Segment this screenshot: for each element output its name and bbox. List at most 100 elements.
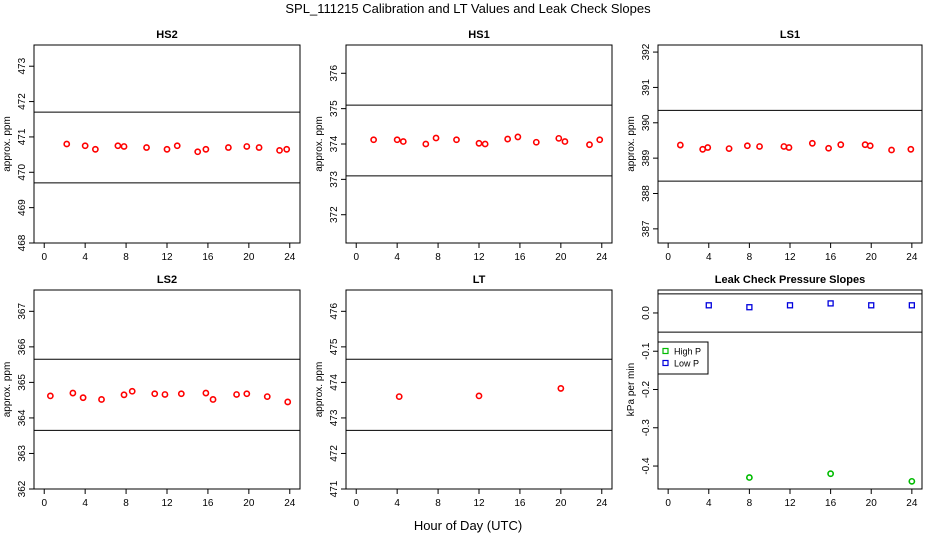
x-tick-label: 0: [353, 252, 359, 263]
y-tick-label: 364: [17, 409, 28, 426]
x-tick-label: 4: [706, 252, 712, 263]
x-tick-label: 20: [243, 498, 255, 509]
data-point: [151, 390, 159, 398]
data-point: [276, 146, 283, 154]
data-point: [120, 391, 128, 399]
data-point: [255, 144, 263, 151]
y-tick-label: -0.3: [641, 419, 652, 437]
y-tick-label: 366: [17, 338, 28, 355]
data-point: [263, 393, 271, 401]
panel-ls2: LS2 0 4 8 12 16 20 24 362 363 364 365 366 367 approx. …: [2, 274, 301, 509]
y-tick-label: 389: [641, 149, 652, 166]
data-point: [163, 145, 171, 153]
plot-frame: [345, 44, 613, 244]
data-point: [202, 389, 210, 397]
y-tick-label: 475: [329, 338, 340, 355]
x-tick-label: 0: [665, 498, 671, 509]
data-point: [888, 146, 895, 154]
data-point: [432, 134, 440, 142]
panel-hs1: HS1 0 4 8 12 16 20 24 372 373 374 375 376 approx. ppm: [314, 29, 613, 263]
x-tick-label: 12: [784, 252, 796, 263]
data-point: [475, 139, 483, 147]
x-tick-label: 12: [784, 498, 796, 509]
data-point: [284, 398, 292, 406]
data-point: [173, 142, 181, 150]
data-point: [514, 133, 522, 141]
data-point: [98, 396, 105, 403]
data-point: [243, 390, 251, 398]
x-tick-label: 24: [284, 252, 296, 263]
y-tick-label: 388: [641, 185, 652, 202]
y-tick-label: 390: [641, 114, 652, 131]
data-point: [69, 389, 77, 397]
x-tick-label: 0: [665, 252, 671, 263]
x-tick-label: 20: [555, 252, 567, 263]
data-point: [283, 145, 291, 153]
data-point: [704, 144, 712, 151]
data-point: [79, 394, 87, 402]
y-tick-label: 373: [329, 171, 340, 188]
y-axis-label: approx. ppm: [314, 116, 325, 172]
x-tick-label: 20: [555, 498, 567, 509]
x-tick-label: 24: [596, 252, 608, 263]
y-axis-label: approx. ppm: [314, 362, 325, 418]
data-point: [202, 145, 210, 153]
data-point: [743, 142, 751, 150]
x-tick-label: 8: [747, 252, 753, 263]
y-tick-label: 376: [329, 65, 340, 82]
data-point: [422, 140, 430, 148]
panel-title: LS1: [780, 29, 800, 41]
y-tick-label: 365: [17, 374, 28, 391]
data-point: [393, 136, 401, 144]
x-tick-label: 12: [473, 498, 485, 509]
x-tick-label: 20: [866, 498, 878, 509]
y-axis-label: approx. ppm: [626, 116, 637, 172]
x-tick-label: 24: [284, 498, 296, 509]
data-point: [233, 391, 240, 398]
legend-box: [657, 341, 709, 375]
data-point: [907, 145, 915, 153]
y-tick-label: -0.1: [641, 342, 652, 360]
x-tick-label: 4: [394, 498, 400, 509]
legend-marker: [662, 359, 669, 367]
plot-frame: [657, 289, 923, 490]
x-tick-label: 8: [435, 252, 441, 263]
x-tick-label: 8: [123, 252, 129, 263]
data-point: [504, 135, 512, 143]
y-tick-label: 470: [17, 164, 28, 181]
x-tick-label: 0: [41, 252, 47, 263]
x-tick-label: 4: [394, 252, 400, 263]
data-point: [596, 136, 604, 144]
panel-title: HS1: [468, 29, 489, 41]
panel-leak-check-pressure-slopes: Leak Check Pressure Slopes 0 4 8 12 16 20 24 0.0…: [626, 274, 923, 509]
x-tick-label: 24: [596, 498, 608, 509]
data-point: [128, 387, 136, 395]
x-tick-label: 24: [906, 252, 918, 263]
data-point: [161, 391, 169, 398]
x-tick-label: 0: [41, 498, 47, 509]
data-point: [825, 144, 832, 152]
x-tick-label: 12: [161, 252, 173, 263]
figure-xlabel: Hour of Day (UTC): [413, 518, 523, 533]
data-point: [370, 136, 378, 144]
y-tick-label: 387: [641, 220, 652, 237]
y-tick-label: 391: [641, 79, 652, 96]
x-tick-label: 8: [123, 498, 129, 509]
data-point: [866, 142, 874, 150]
y-tick-label: 471: [17, 128, 28, 145]
data-point: [827, 300, 834, 307]
data-point: [785, 144, 793, 151]
y-tick-label: 375: [329, 100, 340, 117]
y-tick-label: 474: [329, 374, 340, 391]
data-point: [475, 392, 483, 400]
y-tick-label: 363: [17, 445, 28, 462]
y-tick-label: 476: [329, 303, 340, 320]
data-point: [143, 144, 150, 151]
data-point: [555, 134, 563, 142]
legend-marker: [662, 347, 669, 355]
data-point: [194, 148, 202, 156]
panel-title: Leak Check Pressure Slopes: [715, 274, 865, 286]
y-axis-label: approx. ppm: [2, 116, 13, 172]
y-tick-label: 0.0: [641, 306, 652, 320]
plot-frame: [33, 289, 301, 490]
